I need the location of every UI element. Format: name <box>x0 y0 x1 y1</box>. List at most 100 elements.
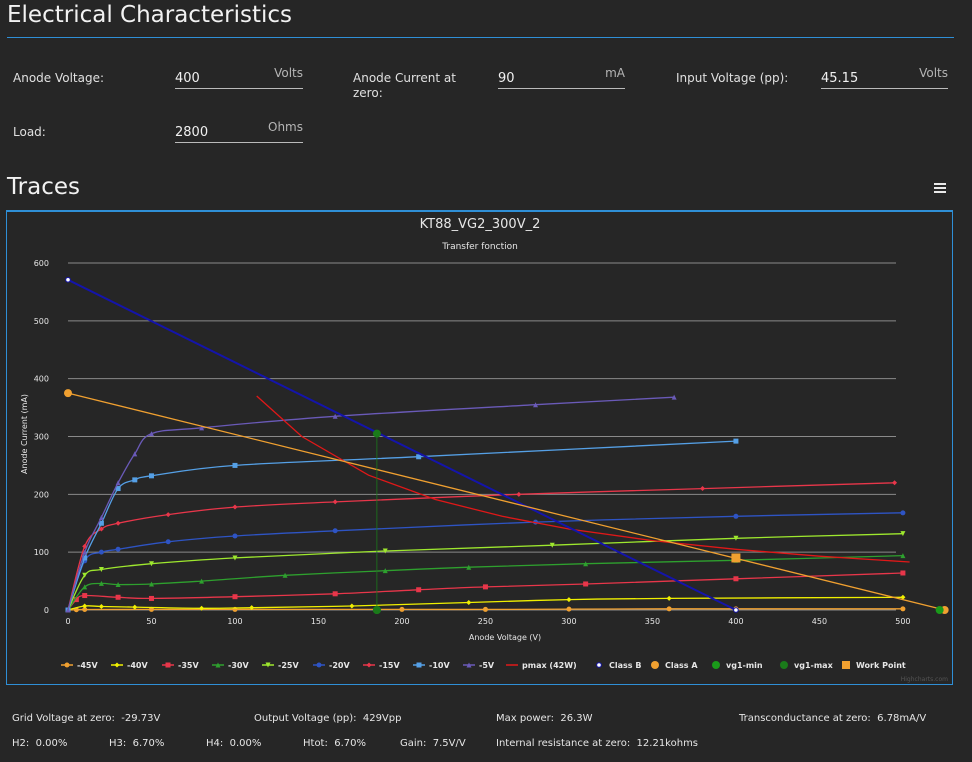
data-point <box>566 606 572 612</box>
legend-label: -35V <box>178 661 199 670</box>
data-point <box>583 581 589 587</box>
legend-item[interactable]: vg1-min <box>712 661 763 670</box>
load-input[interactable]: 2800 Ohms <box>175 120 303 143</box>
htot-stat: Htot: 6.70% <box>303 738 366 749</box>
data-point <box>98 567 104 573</box>
data-point <box>892 480 898 486</box>
legend-symbol <box>316 662 322 668</box>
data-point <box>165 512 171 518</box>
legend-label: Work Point <box>856 661 906 670</box>
chart-menu-icon[interactable] <box>934 183 946 195</box>
legend-item[interactable]: -15V <box>363 661 400 670</box>
output-voltage-stat: Output Voltage (pp): 429Vpp <box>254 713 402 724</box>
data-point <box>98 580 104 586</box>
data-point <box>115 546 121 552</box>
legend-item[interactable]: Class B <box>596 661 642 670</box>
legend-item[interactable]: -10V <box>413 661 450 670</box>
legend-item[interactable]: -25V <box>262 661 299 670</box>
series-7 <box>65 438 739 613</box>
x-tick-label: 100 <box>227 617 242 626</box>
y-tick-label: 500 <box>34 317 49 326</box>
input-voltage-input[interactable]: 45.15 Volts <box>821 66 948 89</box>
x-tick-label: 400 <box>728 617 743 626</box>
grid-voltage-stat: Grid Voltage at zero: -29.73V <box>12 713 161 724</box>
h3-stat: H3: 6.70% <box>109 738 165 749</box>
data-point <box>98 520 104 526</box>
anode-current-label: Anode Current at zero: <box>353 71 456 100</box>
series-line <box>67 533 903 611</box>
data-point <box>232 533 238 539</box>
load-label: Load: <box>13 125 46 139</box>
legend-item[interactable]: Work Point <box>842 661 906 670</box>
legend-label: vg1-min <box>726 661 763 670</box>
series-line <box>67 554 903 611</box>
data-point <box>372 606 381 614</box>
legend-symbol <box>712 661 720 669</box>
legend-label: -40V <box>127 661 148 670</box>
chart-credit[interactable]: Highcharts.com <box>901 676 948 683</box>
x-tick-label: 250 <box>478 617 493 626</box>
series-1 <box>65 594 906 613</box>
legend-item[interactable]: -45V <box>61 661 98 670</box>
y-tick-label: 100 <box>34 548 49 557</box>
data-point <box>115 520 121 526</box>
data-point <box>416 454 422 460</box>
data-point <box>549 542 555 548</box>
legend-item[interactable]: -5V <box>463 661 495 670</box>
data-point <box>98 514 104 520</box>
internal-resistance-stat: Internal resistance at zero: 12.21kohms <box>496 738 699 749</box>
data-point <box>148 561 154 567</box>
data-point <box>165 539 171 545</box>
legend-label: -5V <box>479 661 495 670</box>
legend-symbol <box>64 662 70 668</box>
anode-voltage-value[interactable]: 400 <box>175 71 200 86</box>
max-power-stat: Max power: 26.3W <box>496 713 593 724</box>
data-point <box>533 402 539 408</box>
legend-item[interactable]: -30V <box>212 661 249 670</box>
input-voltage-value[interactable]: 45.15 <box>821 71 859 86</box>
legend-label: -30V <box>228 661 249 670</box>
data-point <box>132 451 138 457</box>
y-tick-label: 400 <box>34 375 49 384</box>
series-2 <box>65 570 906 613</box>
legend-item[interactable]: Class A <box>651 661 698 670</box>
data-point <box>148 431 154 437</box>
data-point <box>466 599 472 605</box>
title-divider <box>7 37 954 38</box>
data-point <box>82 603 88 609</box>
load-unit: Ohms <box>268 120 303 134</box>
anode-current-value[interactable]: 90 <box>498 71 515 86</box>
legend-symbol <box>842 661 850 669</box>
data-point <box>482 584 488 590</box>
legend-item[interactable]: -20V <box>313 661 350 670</box>
x-tick-label: 300 <box>561 617 576 626</box>
traces-heading: Traces <box>7 174 80 200</box>
x-tick-label: 500 <box>895 617 910 626</box>
data-point <box>332 591 338 597</box>
legend-item[interactable]: vg1-max <box>780 661 834 670</box>
series-line <box>256 395 910 563</box>
legend-symbol <box>596 662 602 668</box>
series-3 <box>65 553 906 613</box>
data-point <box>64 389 72 398</box>
anode-current-input[interactable]: 90 mA <box>498 66 625 89</box>
data-point <box>700 486 706 492</box>
gain-stat: Gain: 7.5V/V <box>400 738 466 749</box>
legend-item[interactable]: -35V <box>162 661 199 670</box>
legend-item[interactable]: -40V <box>111 661 148 670</box>
data-point <box>148 606 154 612</box>
load-value[interactable]: 2800 <box>175 125 209 140</box>
data-point <box>733 438 739 444</box>
data-point <box>148 473 154 479</box>
data-point <box>98 604 104 610</box>
legend-item[interactable]: pmax (42W) <box>506 661 577 670</box>
data-point <box>73 597 79 603</box>
h4-stat: H4: 0.00% <box>206 738 262 749</box>
anode-voltage-input[interactable]: 400 Volts <box>175 66 303 89</box>
data-point <box>733 535 739 541</box>
data-point <box>199 425 205 431</box>
legend-symbol <box>416 662 422 668</box>
data-point <box>82 593 88 599</box>
data-point <box>416 587 422 593</box>
data-point <box>82 584 88 590</box>
